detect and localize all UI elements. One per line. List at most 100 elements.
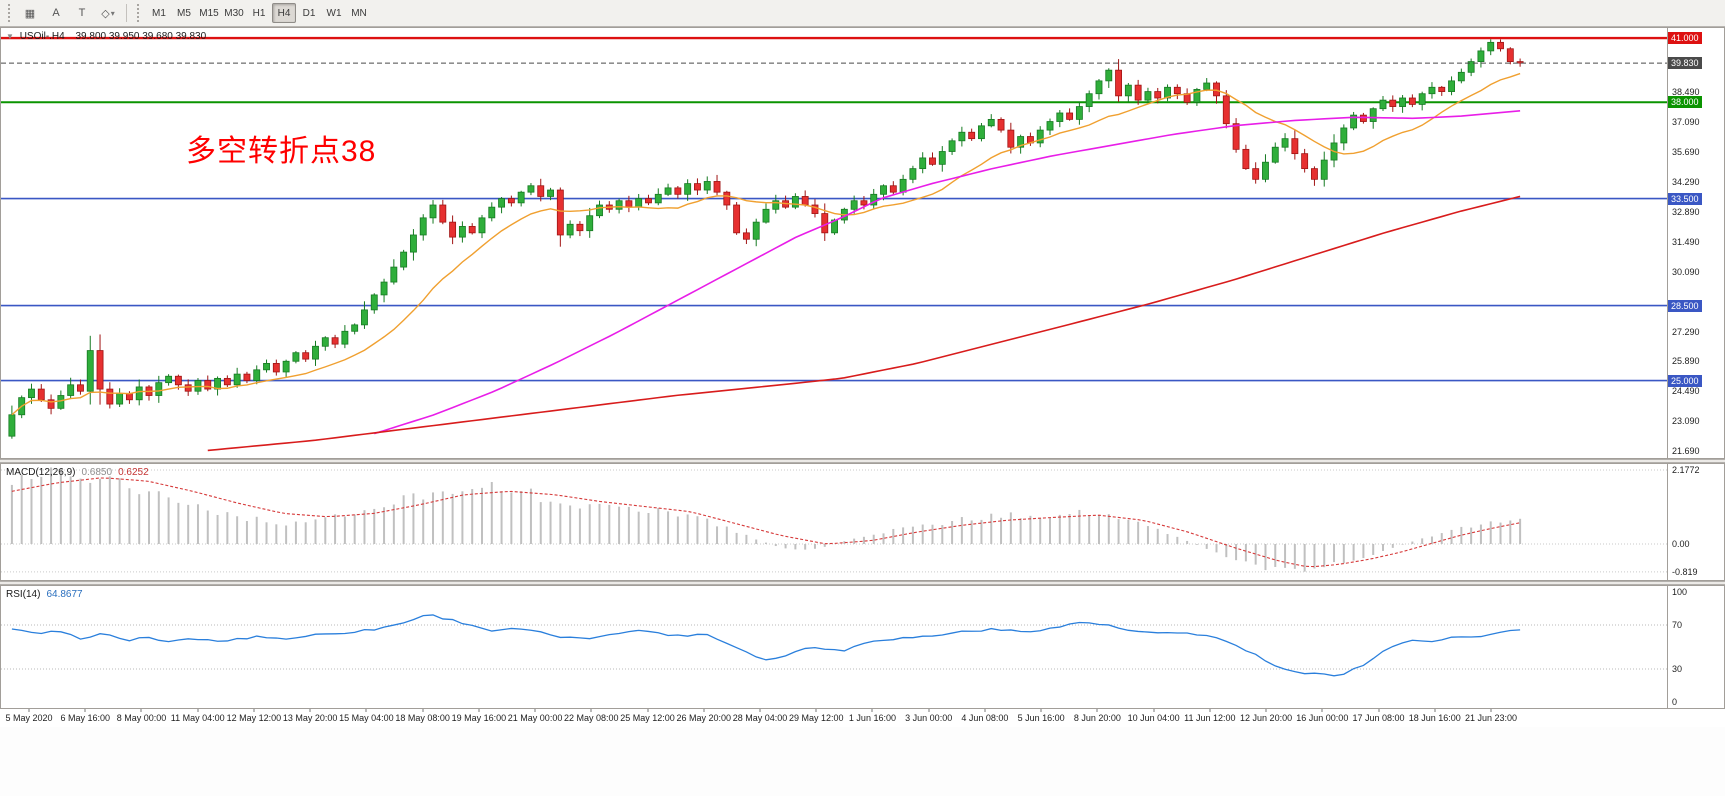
- scale-tick: 35.690: [1672, 146, 1700, 157]
- time-tick: [815, 709, 817, 712]
- time-tick: [309, 709, 311, 712]
- insert-text-button[interactable]: A: [44, 3, 68, 23]
- scale-tick: 30.090: [1672, 266, 1700, 277]
- scale-tick: 31.490: [1672, 236, 1700, 247]
- time-tick: [1490, 709, 1492, 712]
- text-label-icon: T: [78, 7, 86, 19]
- charts-grid-icon: ▦: [24, 7, 36, 20]
- timeframe-button-m30[interactable]: M30: [224, 7, 244, 19]
- chart-annotation[interactable]: 多空转折点38: [186, 135, 377, 168]
- scale-tick: 27.290: [1672, 326, 1700, 337]
- time-tick: [1434, 709, 1436, 712]
- scale-tick: 38.490: [1672, 86, 1700, 97]
- time-label: 18 Jun 16:00: [1408, 713, 1461, 723]
- chart-context-marker-icon[interactable]: ▼: [6, 32, 14, 41]
- toolbar: ▦ A T ◇ ▾ M1 M5 M15 M30 H1 H4 D1 W1 MN: [0, 0, 1725, 27]
- chevron-down-icon: ▾: [110, 8, 115, 18]
- time-tick: [984, 709, 986, 712]
- time-label: 29 May 12:00: [788, 713, 844, 723]
- rsi-label: RSI(14) 64.8677: [6, 589, 83, 600]
- timeframe-button-h1[interactable]: H1: [252, 7, 266, 19]
- main-chart-panel[interactable]: ▼ USOil-.H4 39.800 39.950 39.680 39.830 …: [0, 27, 1725, 459]
- macd-label: MACD(12,26,9) 0.6850 0.6252: [6, 467, 149, 478]
- chart-symbol-period: USOil-.H4: [19, 31, 65, 42]
- scale-tick: 23.090: [1672, 416, 1700, 427]
- time-tick: [28, 709, 30, 712]
- time-tick: [422, 709, 424, 712]
- time-label: 25 May 12:00: [620, 713, 675, 723]
- rsi-name: RSI(14): [6, 589, 41, 600]
- time-label: 19 May 16:00: [451, 713, 507, 723]
- time-label: 8 May 00:00: [116, 713, 167, 723]
- scale-tick: 37.090: [1672, 116, 1700, 127]
- timeframe-button-m1[interactable]: M1: [152, 7, 166, 19]
- time-tick: [759, 709, 761, 712]
- timeframe-button-mn[interactable]: MN: [351, 7, 367, 19]
- macd-name: MACD(12,26,9): [6, 467, 76, 478]
- scale-tick: 25.890: [1672, 356, 1700, 367]
- time-label: 12 Jun 20:00: [1240, 713, 1293, 723]
- rsi-panel[interactable]: RSI(14) 64.8677 100 70 30 0: [0, 585, 1725, 709]
- toolbar-gripper[interactable]: [137, 4, 141, 22]
- chart-ohlc-values: 39.800 39.950 39.680 39.830: [75, 31, 207, 42]
- time-tick: [1209, 709, 1211, 712]
- time-label: 17 Jun 08:00: [1352, 713, 1405, 723]
- time-tick: [478, 709, 480, 712]
- time-tick: [928, 709, 930, 712]
- time-label: 28 May 04:00: [732, 713, 788, 723]
- time-label: 8 Jun 20:00: [1073, 713, 1121, 723]
- timeframe-button-d1[interactable]: D1: [302, 7, 316, 19]
- timeframe-button-h4[interactable]: H4: [272, 3, 296, 23]
- time-tick: [140, 709, 142, 712]
- price-scale[interactable]: 38.490 37.090 35.690 34.290 32.890 31.490 30.0…: [1667, 28, 1724, 458]
- macd-scale[interactable]: 2.1772 0.00 -0.819: [1667, 464, 1724, 580]
- main-plot[interactable]: [1, 28, 1667, 458]
- time-label: 4 Jun 08:00: [961, 713, 1009, 723]
- time-tick: [253, 709, 255, 712]
- time-label: 13 May 20:00: [282, 713, 338, 723]
- rsi-scale[interactable]: 100 70 30 0: [1667, 586, 1724, 708]
- macd-signal-value: 0.6252: [118, 467, 149, 478]
- time-tick: [365, 709, 367, 712]
- scale-tick: 24.490: [1672, 386, 1700, 397]
- time-label: 1 Jun 16:00: [848, 713, 896, 723]
- macd-panel[interactable]: MACD(12,26,9) 0.6850 0.6252 2.1772 0.00 -0.8…: [0, 463, 1725, 581]
- timeframe-toolbar: M1 M5 M15 M30 H1 H4 D1 W1 MN: [147, 3, 371, 23]
- time-tick: [871, 709, 873, 712]
- time-tick: [1378, 709, 1380, 712]
- time-label: 10 Jun 04:00: [1127, 713, 1180, 723]
- time-label: 3 Jun 00:00: [905, 713, 953, 723]
- scale-tick: 2.1772: [1672, 464, 1700, 475]
- price-line-label: 28.500: [1668, 299, 1702, 312]
- time-label: 21 May 00:00: [507, 713, 563, 723]
- time-label: 11 Jun 12:00: [1184, 713, 1236, 723]
- scale-tick: -0.819: [1672, 566, 1698, 577]
- text-label-button[interactable]: T: [70, 3, 94, 23]
- charts-grid-button[interactable]: ▦: [18, 3, 42, 23]
- timeframe-button-m15[interactable]: M15: [199, 7, 219, 19]
- time-axis[interactable]: 5 May 2020 6 May 16:00 8 May 00:00 11 May 0…: [1, 709, 1667, 727]
- rsi-value: 64.8677: [46, 589, 83, 600]
- rsi-plot[interactable]: [1, 586, 1667, 708]
- price-line-label: 25.000: [1668, 374, 1702, 387]
- price-line-label: 41.000: [1668, 32, 1702, 45]
- panel-separator[interactable]: [0, 459, 1725, 463]
- timeframe-button-w1[interactable]: W1: [326, 7, 342, 19]
- time-tick: [1040, 709, 1042, 712]
- time-label: 11 May 04:00: [170, 713, 225, 723]
- toolbar-gripper[interactable]: [8, 4, 12, 22]
- scale-tick: 21.690: [1672, 446, 1700, 457]
- timeframe-button-m5[interactable]: M5: [177, 7, 191, 19]
- scale-tick: 0: [1672, 697, 1678, 707]
- shapes-icon: ◇: [101, 7, 110, 20]
- panel-separator[interactable]: [0, 581, 1725, 585]
- price-line-label: 39.830: [1668, 57, 1702, 70]
- time-label: 16 Jun 00:00: [1296, 713, 1349, 723]
- chart-window: ▼ USOil-.H4 39.800 39.950 39.680 39.830 …: [0, 27, 1725, 796]
- time-tick: [1096, 709, 1098, 712]
- shapes-button[interactable]: ◇ ▾: [96, 3, 120, 23]
- price-line-label: 33.500: [1668, 192, 1702, 205]
- macd-plot[interactable]: [1, 464, 1667, 580]
- time-label: 22 May 08:00: [564, 713, 619, 723]
- time-label: 12 May 12:00: [226, 713, 282, 723]
